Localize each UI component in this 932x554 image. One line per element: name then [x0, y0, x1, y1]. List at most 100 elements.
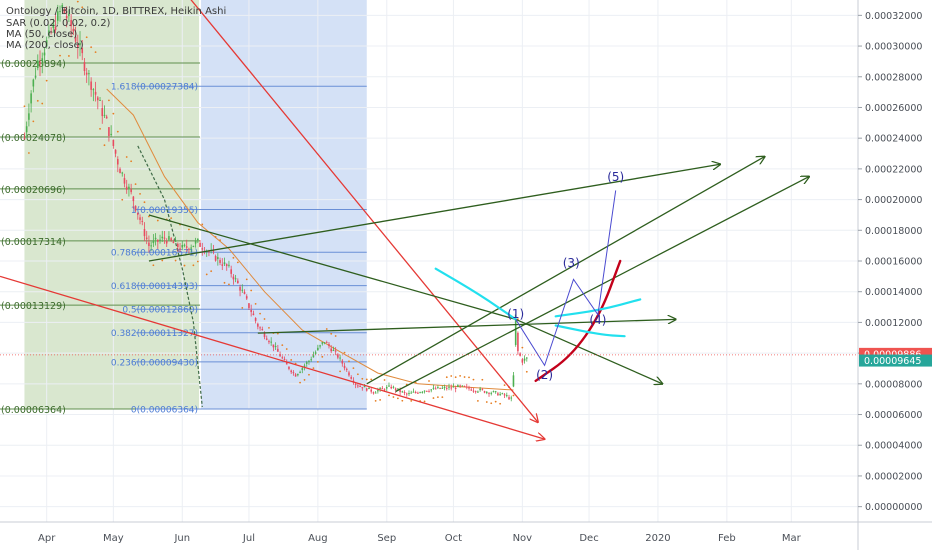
candle-body: [290, 370, 292, 373]
candle-body: [121, 172, 124, 174]
sar-dot: [223, 281, 226, 284]
candle-body: [141, 220, 144, 222]
candle-body: [139, 217, 141, 220]
candle-body: [397, 388, 399, 390]
sar-dot: [36, 99, 39, 102]
candle-body: [523, 358, 526, 361]
sar-dot: [112, 112, 115, 115]
candle-body: [199, 242, 201, 247]
candle-body: [437, 387, 439, 389]
sar-dot: [219, 239, 221, 242]
candle-body: [50, 31, 52, 33]
candle-body: [281, 357, 284, 359]
y-tick-label: 0.00028000: [865, 72, 922, 83]
wave-label: (1): [507, 307, 524, 321]
candle-body: [454, 387, 457, 389]
candle-body: [490, 392, 493, 394]
sar-dot: [121, 198, 124, 201]
candle-body: [97, 97, 99, 101]
sar-dot: [125, 156, 128, 158]
candle-body: [263, 333, 266, 338]
candle-body: [401, 391, 404, 393]
candle-body: [239, 286, 241, 291]
sar-dot: [205, 273, 208, 276]
candle-body: [372, 392, 375, 394]
candle-body: [274, 346, 277, 348]
candle-body: [325, 342, 328, 344]
sar-dot: [268, 326, 270, 329]
legend-symbol: Ontology / Bitcoin, 1D, BITTREX, Heikin …: [6, 6, 226, 17]
shaded-regions: [24, 0, 367, 409]
candle-body: [145, 237, 148, 240]
candle-body: [521, 359, 524, 363]
candle-body: [68, 13, 70, 17]
trendline: [366, 157, 765, 385]
shaded-region: [24, 0, 201, 409]
candle-body: [497, 393, 499, 396]
horizontal-levels: (0.00028894) (0.00024078) (0.00020696) (0.0…: [0, 59, 367, 416]
candle-body: [92, 89, 95, 91]
x-tick-label: Jul: [242, 533, 255, 544]
x-tick-label: Dec: [579, 533, 598, 544]
candle-body: [272, 344, 275, 348]
sar-dot: [45, 79, 48, 82]
fib-label: 0.5(0.00012860): [122, 306, 198, 316]
sar-dot: [445, 376, 448, 379]
trendline: [148, 214, 516, 320]
fib-label: 0(0.00006364): [131, 405, 198, 415]
candle-body: [243, 291, 246, 294]
candle-body: [228, 264, 230, 266]
candle-body: [188, 248, 190, 250]
sar-dot: [352, 367, 355, 370]
candle-body: [354, 383, 357, 385]
support-label: (0.00013129): [1, 301, 66, 312]
candle-body: [312, 355, 315, 358]
candle-body: [468, 387, 470, 389]
candle-body: [219, 260, 221, 263]
candle-body: [114, 149, 117, 154]
candle-body: [465, 386, 468, 388]
sar-dot: [472, 378, 475, 381]
candle-body: [170, 238, 172, 241]
sar-dot: [236, 261, 239, 264]
candle-body: [517, 332, 519, 352]
candle-body: [405, 393, 408, 395]
candle-body: [410, 392, 413, 394]
candle-body: [512, 375, 515, 387]
sar-dot: [130, 160, 133, 163]
fib-label: 0.236(0.00009430): [111, 358, 198, 368]
candle-body: [232, 276, 235, 280]
candle-body: [499, 393, 501, 395]
y-tick-label: 0.00014000: [865, 287, 922, 298]
sar-dot: [477, 400, 479, 402]
candle-body: [479, 388, 481, 391]
sar-dot: [156, 219, 159, 222]
sar-dot: [512, 394, 515, 397]
candle-body: [459, 385, 461, 387]
sar-dot: [485, 401, 488, 403]
sar-dot: [321, 355, 324, 358]
candle-body: [294, 374, 297, 377]
sar-dot: [188, 228, 190, 231]
sar-dot: [90, 46, 93, 49]
grid: [0, 0, 858, 522]
sar-dot: [361, 377, 364, 380]
candle-body: [423, 390, 426, 392]
candle-body: [474, 391, 477, 393]
candle-body: [374, 392, 377, 394]
candle-body: [303, 365, 306, 367]
y-tick-label: 0.00006000: [865, 410, 922, 421]
candle-body: [421, 391, 424, 393]
candle-body: [85, 72, 88, 75]
candle-body: [265, 338, 268, 340]
candle-body: [394, 388, 397, 391]
candle-body: [508, 397, 510, 400]
candle-body: [217, 257, 219, 259]
candle-body: [408, 393, 410, 395]
candle-body: [314, 352, 317, 354]
candle-body: [152, 240, 155, 244]
sar-dot: [76, 0, 79, 3]
candle-body: [108, 127, 110, 137]
candle-body: [363, 386, 366, 388]
x-tick-label: Feb: [718, 533, 736, 544]
